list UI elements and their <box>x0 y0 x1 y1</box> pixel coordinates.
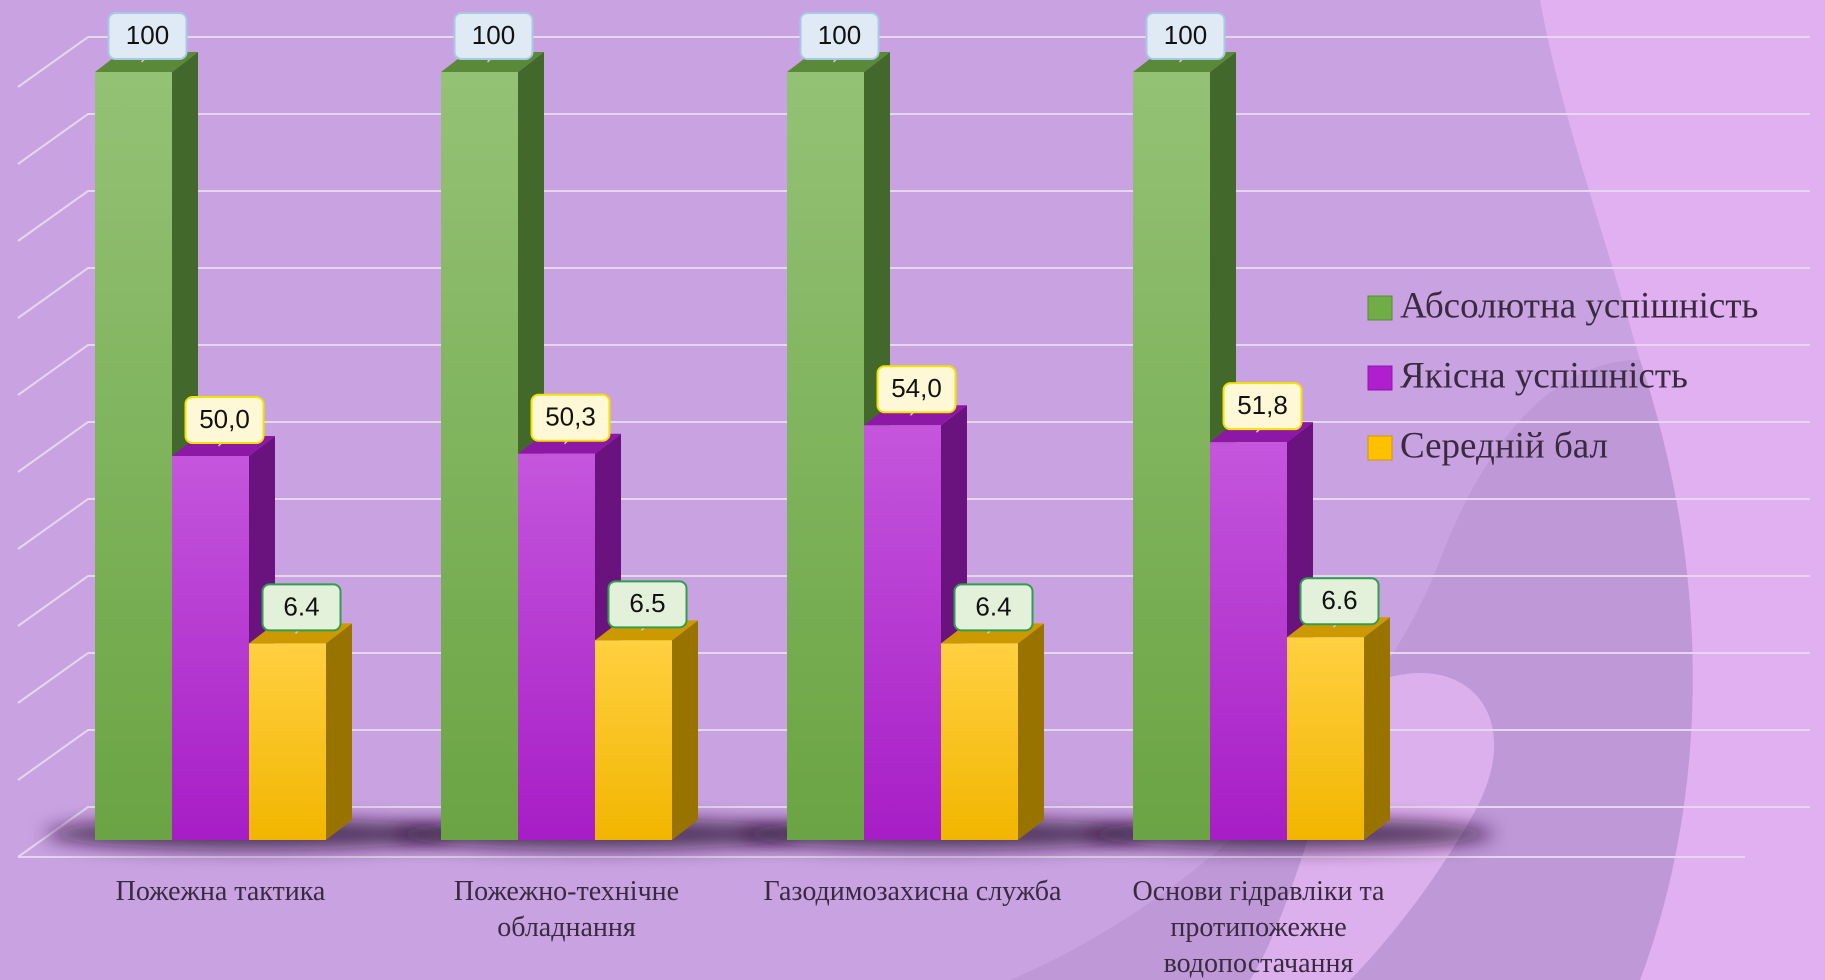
bar-side <box>1364 617 1390 840</box>
bar <box>95 72 172 840</box>
bar <box>249 643 326 840</box>
data-label: 6.5 <box>629 588 665 618</box>
data-label: 6.4 <box>975 591 1011 621</box>
legend-label: Якісна успішність <box>1400 355 1688 396</box>
data-label-box <box>530 393 611 442</box>
legend-label: Середній бал <box>1400 425 1608 466</box>
bar <box>1210 442 1287 840</box>
data-label: 100 <box>126 20 169 50</box>
data-label: 50,0 <box>199 404 250 434</box>
bar <box>787 72 864 840</box>
bar <box>1133 72 1210 840</box>
bar <box>172 456 249 840</box>
data-label-box <box>876 365 957 414</box>
bar-side <box>1018 623 1044 840</box>
data-label: 6.4 <box>283 591 319 621</box>
legend-swatch <box>1367 435 1393 461</box>
data-label: 100 <box>818 20 861 50</box>
data-label: 54,0 <box>891 373 942 403</box>
bar-side <box>326 623 352 840</box>
background-shape <box>1540 0 1825 980</box>
data-label: 100 <box>1164 20 1207 50</box>
bar <box>941 643 1018 840</box>
data-label-box <box>107 12 188 60</box>
data-label-box <box>607 580 688 629</box>
data-label: 100 <box>472 20 515 50</box>
x-tick-label: Пожежно-технічне обладнання <box>453 876 680 943</box>
bar <box>864 425 941 840</box>
legend-label: Абсолютна успішність <box>1400 285 1758 326</box>
data-label-box <box>953 583 1034 632</box>
data-label-box <box>1222 382 1303 431</box>
x-tick-label: Газодимозахисна служба <box>763 876 1062 907</box>
bar <box>1287 637 1364 840</box>
data-label-box <box>1145 12 1226 60</box>
data-label-box <box>184 396 265 444</box>
data-label: 51,8 <box>1237 390 1288 420</box>
data-label-box <box>799 12 880 60</box>
data-label: 6.6 <box>1321 585 1357 615</box>
bar <box>518 453 595 840</box>
bar <box>441 72 518 840</box>
grid-line <box>17 36 1810 88</box>
data-label-box <box>1299 577 1380 626</box>
bar-side <box>672 620 698 840</box>
data-label-box <box>453 12 534 60</box>
legend-swatch <box>1367 295 1393 321</box>
x-tick-label: Пожежна тактика <box>115 876 326 907</box>
data-label: 50,3 <box>545 402 596 432</box>
background-shape <box>1010 360 1693 980</box>
legend-swatch <box>1367 365 1393 391</box>
x-tick-label: Основи гідравліки та протипожежне водопо… <box>1132 876 1385 979</box>
data-label-box <box>261 583 342 632</box>
bar <box>595 640 672 840</box>
